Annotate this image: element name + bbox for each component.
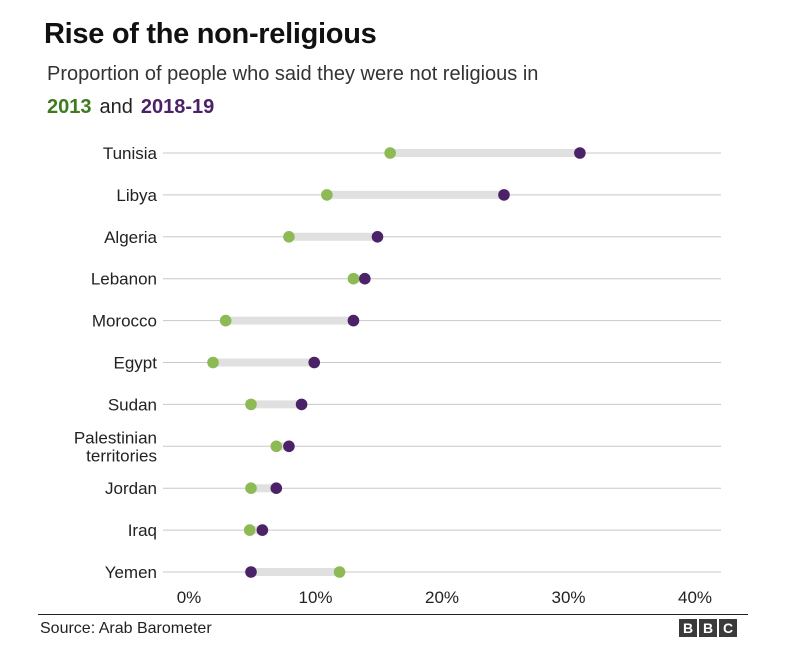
dot-2018-19 <box>498 189 510 201</box>
source-divider <box>38 614 748 615</box>
x-tick-label: 10% <box>298 588 332 607</box>
logo-letter: B <box>699 619 717 637</box>
legend-connector: and <box>99 96 133 118</box>
chart-subtitle: Proportion of people who said they were … <box>47 63 539 85</box>
x-tick-label: 0% <box>177 588 202 607</box>
dot-2013 <box>243 524 256 536</box>
category-label: Palestinian <box>74 428 157 447</box>
dot-2018-19 <box>256 524 269 536</box>
category-label: Libya <box>116 186 157 205</box>
legend: 2013 and 2018-19 <box>47 96 214 119</box>
source-note: Source: Arab Barometer <box>40 620 212 637</box>
dot-2013 <box>207 356 219 369</box>
dot-2013 <box>245 482 257 495</box>
x-tick-label: 30% <box>551 588 585 607</box>
category-label: Algeria <box>104 228 157 247</box>
x-tick-label: 20% <box>425 588 459 607</box>
category-label: Yemen <box>105 563 157 582</box>
dot-2013 <box>333 566 346 578</box>
chart-title: Rise of the non-religious <box>44 18 377 50</box>
category-label: Jordan <box>105 479 157 498</box>
x-tick-label: 40% <box>678 588 712 607</box>
category-label: Egypt <box>114 354 158 373</box>
dot-2013 <box>283 231 295 243</box>
dot-2018-19 <box>283 440 295 453</box>
dot-2018-19 <box>245 566 257 578</box>
dot-2013 <box>270 440 283 453</box>
dot-2013 <box>321 189 333 201</box>
category-label: territories <box>86 446 157 465</box>
dot-2018-19 <box>270 482 283 495</box>
dot-2013 <box>347 272 360 285</box>
logo-letter: C <box>719 619 737 637</box>
dot-2018-19 <box>371 231 384 243</box>
logo-letter: B <box>679 619 697 637</box>
dot-2013 <box>245 398 257 411</box>
dot-2018-19 <box>295 398 308 411</box>
legend-2013: 2013 <box>47 96 92 118</box>
dot-2018-19 <box>347 314 360 327</box>
category-label: Lebanon <box>91 270 157 289</box>
dot-2018-19 <box>574 147 586 159</box>
category-label: Sudan <box>108 395 157 414</box>
bbc-logo: B B C <box>679 619 737 637</box>
category-label: Morocco <box>92 312 157 331</box>
dot-2013 <box>219 314 232 327</box>
category-label: Tunisia <box>103 144 158 163</box>
legend-2018-19: 2018-19 <box>140 96 215 118</box>
category-label: Iraq <box>128 521 157 540</box>
dot-2018-19 <box>308 356 321 369</box>
dot-2018-19 <box>359 272 371 285</box>
dot-2013 <box>384 147 396 159</box>
